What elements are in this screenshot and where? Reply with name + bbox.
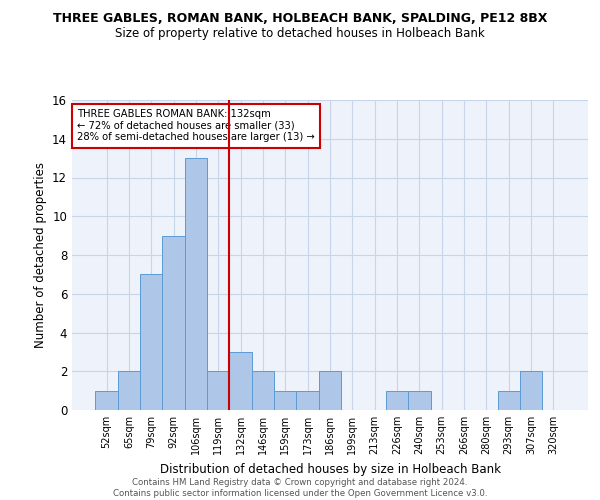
Bar	[163, 236, 185, 410]
Text: Size of property relative to detached houses in Holbeach Bank: Size of property relative to detached ho…	[115, 28, 485, 40]
Bar	[185, 158, 207, 410]
Text: Contains HM Land Registry data © Crown copyright and database right 2024.
Contai: Contains HM Land Registry data © Crown c…	[113, 478, 487, 498]
Bar	[229, 352, 252, 410]
Bar	[207, 371, 229, 410]
X-axis label: Distribution of detached houses by size in Holbeach Bank: Distribution of detached houses by size …	[160, 462, 500, 475]
Bar	[95, 390, 118, 410]
Bar	[386, 390, 408, 410]
Bar	[118, 371, 140, 410]
Text: THREE GABLES ROMAN BANK: 132sqm
← 72% of detached houses are smaller (33)
28% of: THREE GABLES ROMAN BANK: 132sqm ← 72% of…	[77, 110, 315, 142]
Bar	[319, 371, 341, 410]
Bar	[408, 390, 431, 410]
Bar	[520, 371, 542, 410]
Bar	[252, 371, 274, 410]
Text: THREE GABLES, ROMAN BANK, HOLBEACH BANK, SPALDING, PE12 8BX: THREE GABLES, ROMAN BANK, HOLBEACH BANK,…	[53, 12, 547, 26]
Bar	[296, 390, 319, 410]
Bar	[140, 274, 163, 410]
Y-axis label: Number of detached properties: Number of detached properties	[34, 162, 47, 348]
Bar	[497, 390, 520, 410]
Bar	[274, 390, 296, 410]
